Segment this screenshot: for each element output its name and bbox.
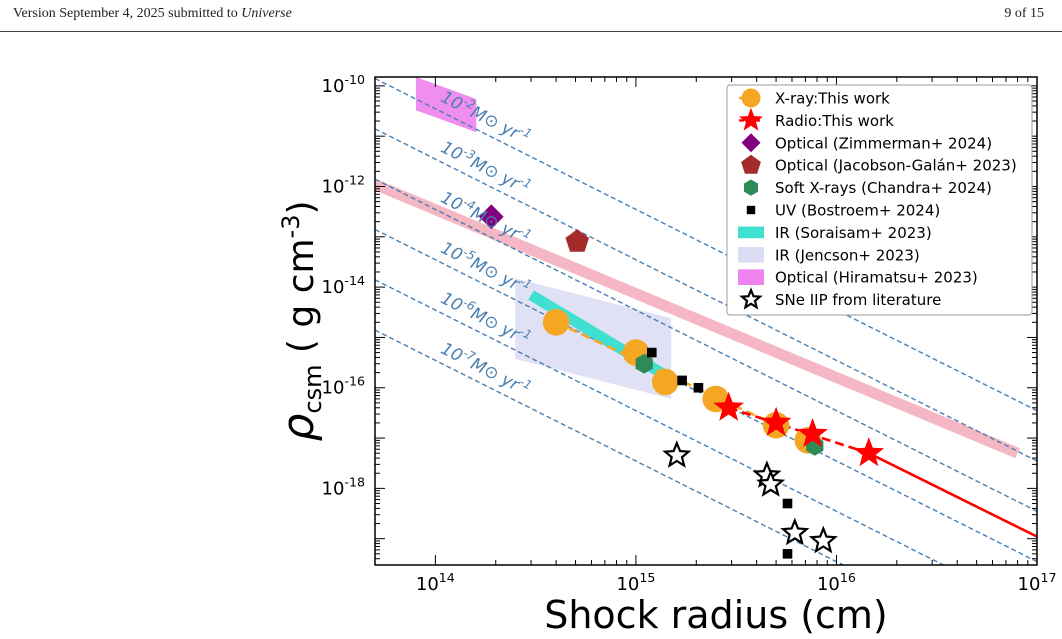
legend-label: IR (Jencson+ 2023) xyxy=(775,246,920,264)
optical-jacobson-gal-n-2023-point-0 xyxy=(565,229,589,252)
legend-item: Soft X-rays (Chandra+ 2024) xyxy=(744,179,992,197)
legend-marker xyxy=(746,205,756,215)
uv-bostroem-2024-point-4 xyxy=(782,549,793,559)
legend-item: IR (Soraisam+ 2023) xyxy=(738,224,932,242)
legend-item: Optical (Hiramatsu+ 2023) xyxy=(738,269,978,287)
uv-bostroem-2024-point-1 xyxy=(677,375,687,386)
y-tick-label: 10-14 xyxy=(322,273,365,298)
optical-zimmerman-2024-point-0 xyxy=(478,204,504,230)
legend-label: Soft X-rays (Chandra+ 2024) xyxy=(775,179,992,197)
fit-line-0 xyxy=(555,321,777,427)
legend-item: SNe IIP from literature xyxy=(739,287,941,310)
legend-marker xyxy=(739,107,763,131)
mass-loss-line-4 xyxy=(375,178,1037,512)
uv-bostroem-2024-point-0 xyxy=(646,347,657,358)
sne-iip-from-literature-point-0 xyxy=(662,440,692,468)
legend-item: Optical (Zimmerman+ 2024) xyxy=(741,133,992,153)
legend-marker xyxy=(741,133,761,153)
legend-label: Optical (Hiramatsu+ 2023) xyxy=(775,269,978,287)
legend-marker xyxy=(738,247,764,263)
pink-uncertainty-band xyxy=(375,179,1020,459)
legend-item: UV (Bostroem+ 2024) xyxy=(746,202,940,220)
legend-label: Optical (Jacobson-Galán+ 2023) xyxy=(775,157,1017,175)
legend-label: Radio:This work xyxy=(775,112,894,130)
y-tick-label: 10-10 xyxy=(322,72,365,97)
journal-name: Universe xyxy=(241,6,292,21)
legend-marker xyxy=(738,269,764,285)
sne-iip-from-literature-point-3 xyxy=(780,517,810,546)
version-text: Version September 4, 2025 submitted to xyxy=(13,6,242,21)
legend-marker xyxy=(738,226,764,239)
x-ray-this-work-point-2 xyxy=(651,368,679,396)
x-tick-label: 1014 xyxy=(416,570,455,595)
soft-x-rays-chandra-2024-point-0 xyxy=(635,353,653,374)
mass-loss-line-7 xyxy=(375,329,845,565)
y-tick-label: 10-18 xyxy=(322,474,365,499)
mass-loss-line-2 xyxy=(375,77,1037,412)
legend-item: IR (Jencson+ 2023) xyxy=(738,246,920,264)
plot-frame xyxy=(374,76,1038,566)
mass-loss-line-3 xyxy=(375,128,1037,462)
legend-marker xyxy=(741,154,761,174)
y-tick-label: 10-16 xyxy=(322,374,365,399)
x-axis-title: Shock radius (cm) xyxy=(544,593,888,637)
radio-this-work-point-0 xyxy=(713,391,744,421)
legend-label: UV (Bostroem+ 2024) xyxy=(775,202,940,220)
mass-loss-line-6 xyxy=(375,279,946,565)
fit-line-2 xyxy=(868,452,1037,538)
hiramatsu-region xyxy=(415,77,477,133)
radio-this-work-point-1 xyxy=(760,406,792,436)
x-ray-this-work-point-0 xyxy=(542,308,570,336)
running-header: Version September 4, 2025 submitted to U… xyxy=(13,6,292,22)
legend-box xyxy=(726,84,1033,316)
legend-label: IR (Soraisam+ 2023) xyxy=(775,224,932,242)
radio-this-work-point-2 xyxy=(797,418,828,448)
plot-area xyxy=(375,77,1037,565)
sne-iip-from-literature-point-4 xyxy=(808,525,838,554)
legend-marker xyxy=(741,88,761,108)
header-rule xyxy=(0,31,1062,32)
radio-this-work-point-3 xyxy=(853,437,885,467)
fit-line-1 xyxy=(728,406,870,455)
sne-iip-from-literature-point-2 xyxy=(756,469,786,497)
legend-item: X-ray:This work xyxy=(739,88,890,108)
y-tick-label: 10-12 xyxy=(322,172,365,197)
uv-bostroem-2024-point-3 xyxy=(782,498,793,509)
x-tick-label: 1017 xyxy=(1018,570,1057,595)
legend-item: Optical (Jacobson-Galán+ 2023) xyxy=(741,154,1017,175)
legend-marker xyxy=(744,179,758,196)
x-tick-label: 1016 xyxy=(817,570,856,595)
legend: X-ray:This work Radio:This work Optical (Z… xyxy=(726,84,1033,316)
x-tick-label: 1015 xyxy=(616,570,655,595)
legend-label: SNe IIP from literature xyxy=(775,291,941,309)
legend-label: X-ray:This work xyxy=(775,90,890,108)
legend-marker xyxy=(739,287,763,310)
y-axis-title: ρcsm ( g cm-3) xyxy=(273,200,327,441)
legend-label: Optical (Zimmerman+ 2024) xyxy=(775,134,992,152)
page-number: 9 of 15 xyxy=(1004,6,1044,21)
legend-item: Radio:This work xyxy=(739,107,894,131)
uv-bostroem-2024-point-2 xyxy=(693,382,704,393)
